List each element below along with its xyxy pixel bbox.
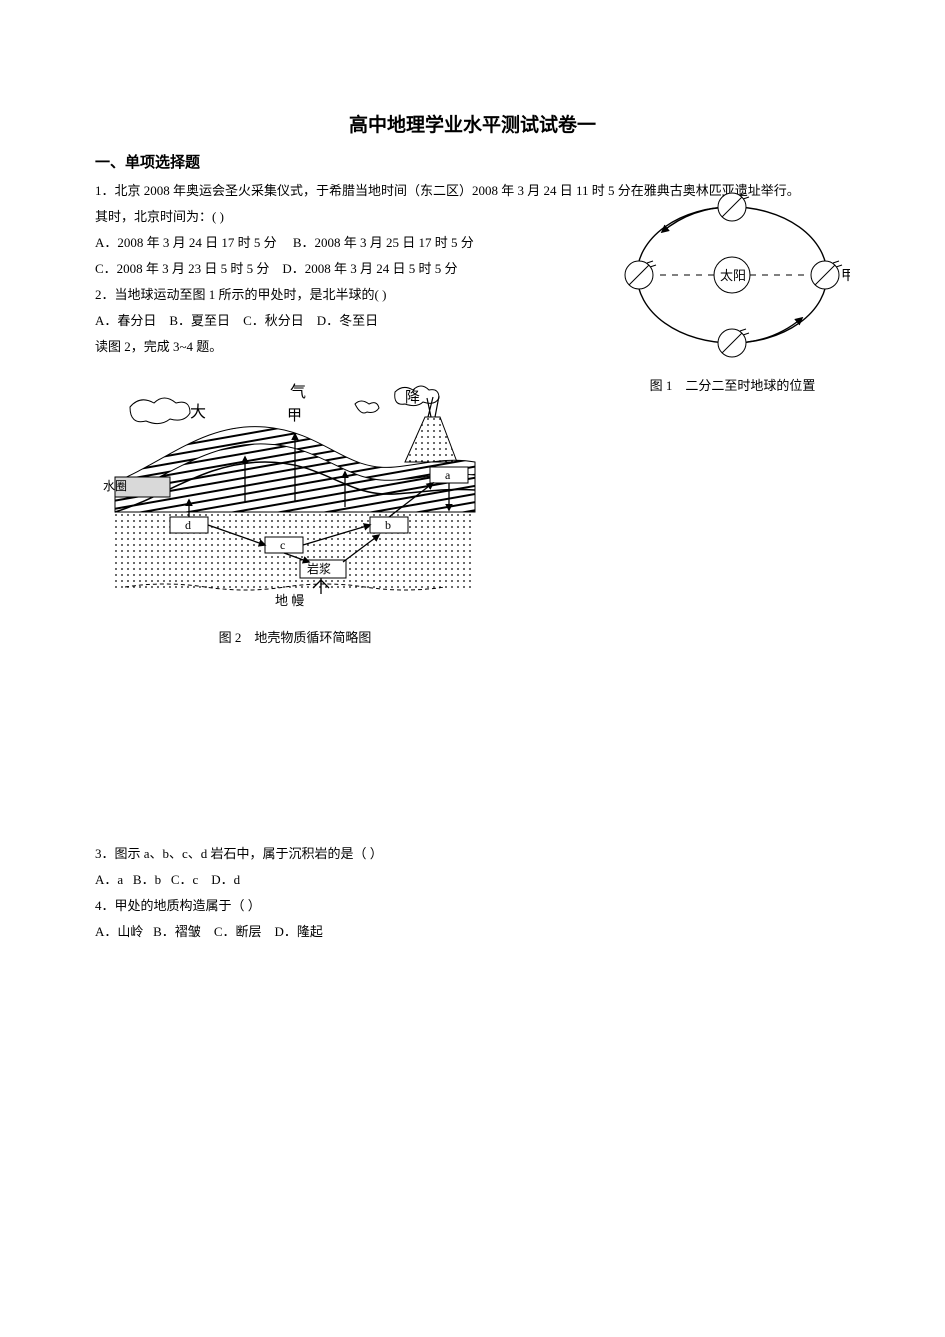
fig2-label-jia: 甲	[287, 408, 302, 424]
fig2-box-c-label: c	[280, 538, 285, 552]
fig2-label-qi: 气	[290, 383, 306, 401]
fig2-label-magma: 岩浆	[307, 561, 331, 576]
fig1-earth-top	[718, 193, 749, 221]
figure-2: 大 气 甲 降 水圈 a b c d 岩浆	[95, 362, 850, 651]
q1-option-a: A．2008 年 3 月 24 日 17 时 5 分	[95, 235, 277, 250]
fig1-sun-label: 太阳	[720, 268, 746, 283]
fig2-label-jiang: 降	[405, 389, 420, 406]
q3-option-c: C．c	[171, 872, 198, 887]
fig1-earth-left	[625, 261, 656, 289]
q4-stem: 4．甲处的地质构造属于（ ）	[95, 893, 850, 919]
fig1-earth-bottom	[718, 329, 749, 357]
fig2-box-a-label: a	[445, 468, 451, 482]
q1-option-b: B．2008 年 3 月 25 日 17 时 5 分	[293, 235, 474, 250]
q1-option-c: C．2008 年 3 月 23 日 5 时 5 分	[95, 261, 269, 276]
figure-1-svg: 太阳	[615, 185, 850, 365]
fig2-box-b-label: b	[385, 518, 391, 532]
fig1-jia-label: 甲	[841, 269, 850, 284]
fig2-box-d-label: d	[185, 518, 191, 532]
q4-option-b: B．褶皱	[153, 924, 201, 939]
q1-option-d: D．2008 年 3 月 24 日 5 时 5 分	[282, 261, 457, 276]
doc-title: 高中地理学业水平测试试卷一	[95, 110, 850, 137]
q4-option-d: D．隆起	[274, 924, 322, 939]
figure-1-caption: 图 1 二分二至时地球的位置	[615, 375, 850, 394]
q4-option-c: C．断层	[214, 924, 262, 939]
figure-1: 太阳	[615, 185, 850, 394]
fig2-label-da: 大	[190, 403, 206, 421]
q2-option-a: A．春分日	[95, 313, 156, 328]
figure-2-svg: 大 气 甲 降 水圈 a b c d 岩浆	[95, 362, 495, 612]
q3-option-b: B．b	[133, 872, 161, 887]
q4-option-a: A．山岭	[95, 924, 143, 939]
q2-option-d: D．冬至日	[317, 313, 378, 328]
q3-option-a: A．a	[95, 872, 123, 887]
q3-option-d: D．d	[211, 872, 240, 887]
q2-option-b: B．夏至日	[169, 313, 230, 328]
figure-2-caption: 图 2 地壳物质循环简略图	[95, 625, 495, 651]
fig2-label-shuiquan: 水圈	[103, 479, 127, 493]
q3-stem: 3．图示 a、b、c、d 岩石中，属于沉积岩的是（ ）	[95, 841, 850, 867]
q2-option-c: C．秋分日	[243, 313, 304, 328]
fig1-earth-right-jia	[811, 261, 842, 289]
section-heading-1: 一、单项选择题	[95, 151, 850, 172]
fig2-label-mantle: 地 幔	[275, 593, 304, 608]
